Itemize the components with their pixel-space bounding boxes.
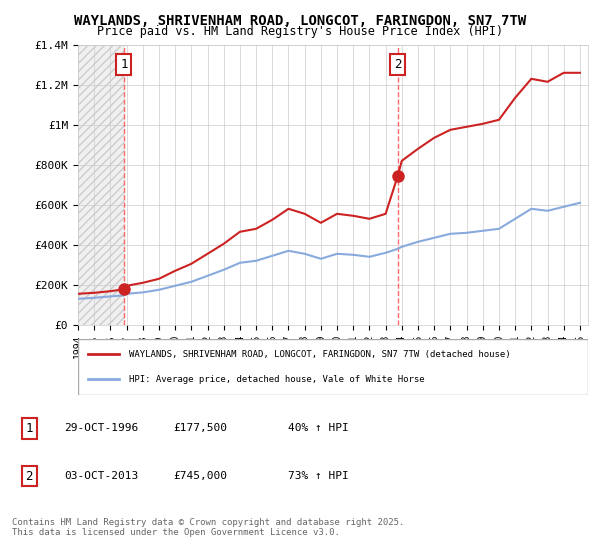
Text: HPI: Average price, detached house, Vale of White Horse: HPI: Average price, detached house, Vale… [129,375,425,384]
Bar [78,45,124,325]
Text: £745,000: £745,000 [173,471,227,481]
Text: Price paid vs. HM Land Registry's House Price Index (HPI): Price paid vs. HM Land Registry's House … [97,25,503,38]
Text: 2: 2 [26,469,33,483]
Text: £177,500: £177,500 [173,423,227,433]
Text: 73% ↑ HPI: 73% ↑ HPI [289,471,349,481]
FancyBboxPatch shape [78,339,588,395]
Text: Contains HM Land Registry data © Crown copyright and database right 2025.
This d: Contains HM Land Registry data © Crown c… [12,518,404,538]
Text: WAYLANDS, SHRIVENHAM ROAD, LONGCOT, FARINGDON, SN7 7TW (detached house): WAYLANDS, SHRIVENHAM ROAD, LONGCOT, FARI… [129,350,511,359]
Text: 2: 2 [394,58,401,71]
Text: 40% ↑ HPI: 40% ↑ HPI [289,423,349,433]
Text: 03-OCT-2013: 03-OCT-2013 [64,471,138,481]
Text: WAYLANDS, SHRIVENHAM ROAD, LONGCOT, FARINGDON, SN7 7TW: WAYLANDS, SHRIVENHAM ROAD, LONGCOT, FARI… [74,14,526,28]
Text: 29-OCT-1996: 29-OCT-1996 [64,423,138,433]
Text: 1: 1 [26,422,33,435]
Text: 1: 1 [120,58,128,71]
Bar [78,45,124,325]
